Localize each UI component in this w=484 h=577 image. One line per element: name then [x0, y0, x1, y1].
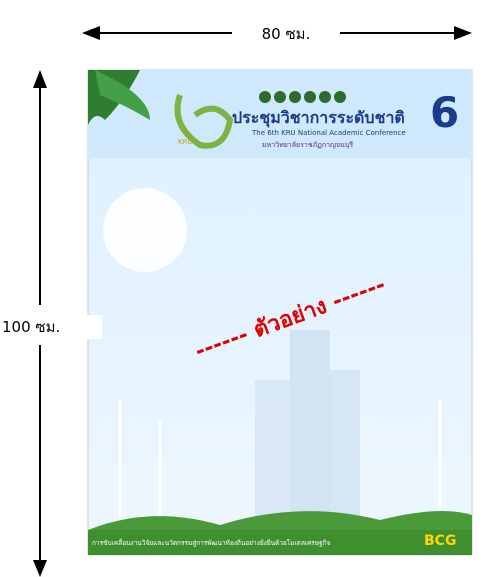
width-label: 80 ซม. — [236, 22, 336, 46]
poster-edition: 6 — [430, 88, 459, 137]
footer-badge: BCG — [424, 533, 456, 549]
height-label: 100 ซม. — [2, 315, 102, 339]
poster-university: มหาวิทยาลัยราชภัฏกาญจนบุรี — [262, 140, 353, 151]
logo-text: KRU — [178, 138, 193, 146]
page: 80 ซม. 100 ซม. ประชุมวิชาการระดับชาติ 6 … — [0, 0, 484, 577]
poster-footer: การขับเคลื่อนงานวิจัยและนวัตกรรมสู่การพั… — [92, 538, 422, 548]
poster-title: ประชุมวิชาการระดับชาติ — [232, 106, 405, 131]
poster-subtitle: The 6th KRU National Academic Conference — [252, 129, 406, 137]
